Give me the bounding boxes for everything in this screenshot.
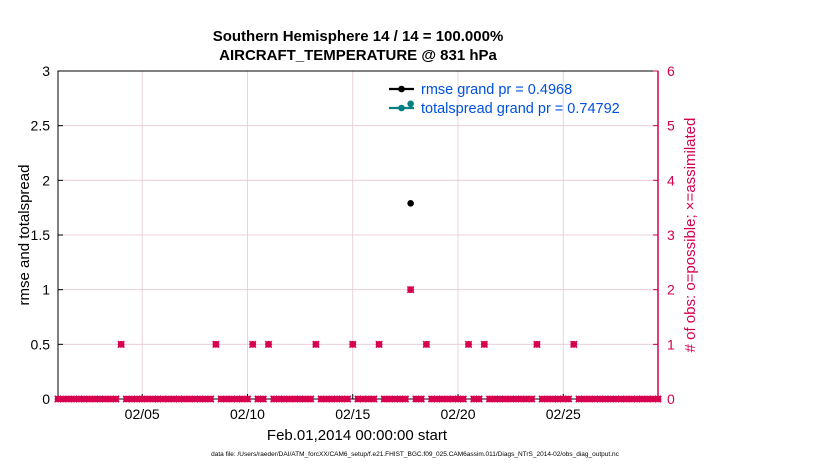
axes: 0 0.5 1 1.5 2 2.5 3 0 1 2 3 4 5 6 02/05 02/10 02/15 02/20… bbox=[31, 63, 675, 422]
y-tick-label: 2.5 bbox=[31, 118, 51, 134]
obs-assimilated-point bbox=[375, 340, 383, 349]
x-tick-label: 02/10 bbox=[230, 406, 265, 422]
y-right-tick-label: 6 bbox=[667, 63, 675, 79]
obs-assimilated-point bbox=[417, 395, 425, 403]
legend-label: totalspread grand pr = 0.74792 bbox=[421, 101, 620, 117]
obs-assimilated-point bbox=[533, 340, 541, 349]
legend-marker bbox=[398, 85, 405, 93]
x-axis-label: Feb.01,2014 00:00:00 start bbox=[267, 427, 448, 444]
y-tick-label: 3 bbox=[42, 63, 50, 79]
y-tick-label: 1 bbox=[42, 282, 50, 298]
legend-marker bbox=[398, 104, 405, 112]
legend-label: rmse grand pr = 0.4968 bbox=[421, 82, 572, 98]
y-axis-label: rmse and totalspread bbox=[16, 165, 33, 306]
data-marks bbox=[54, 100, 662, 403]
obs-assimilated-point bbox=[464, 340, 473, 349]
y-tick-label: 0 bbox=[42, 391, 50, 407]
obs-assimilated-point bbox=[475, 395, 483, 403]
x-tick-label: 02/20 bbox=[440, 406, 475, 422]
obs-assimilated-point bbox=[206, 395, 215, 403]
obs-assimilated-point bbox=[306, 395, 315, 403]
y-tick-label: 1.5 bbox=[31, 227, 51, 243]
obs-assimilated-point bbox=[480, 340, 489, 349]
grid bbox=[58, 70, 658, 400]
chart-title-line1: Southern Hemisphere 14 / 14 = 100.000% bbox=[212, 28, 504, 45]
legend: rmse grand pr = 0.4968 totalspread grand … bbox=[389, 82, 620, 117]
y-tick-label: 0.5 bbox=[31, 336, 51, 352]
obs-assimilated-point bbox=[459, 395, 468, 403]
obs-assimilated-point bbox=[312, 340, 320, 349]
series-point bbox=[407, 100, 414, 108]
y-right-tick-label: 3 bbox=[667, 227, 675, 243]
y-right-tick-label: 0 bbox=[667, 391, 675, 407]
obs-assimilated-point bbox=[570, 340, 578, 349]
obs-assimilated-point bbox=[370, 395, 378, 403]
obs-assimilated-point bbox=[343, 395, 352, 403]
obs-assimilated-point bbox=[243, 395, 252, 403]
obs-assimilated-point bbox=[422, 340, 431, 349]
chart-title-line2: AIRCRAFT_TEMPERATURE @ 831 hPa bbox=[219, 47, 497, 64]
obs-assimilated-point bbox=[527, 395, 536, 403]
obs-assimilated-point bbox=[406, 285, 415, 294]
obs-assimilated-point bbox=[654, 395, 662, 403]
data-file-footer: data file: /Users/raeder/DAI/ATM_forcXX/… bbox=[211, 451, 619, 458]
obs-assimilated-point bbox=[212, 340, 220, 349]
y-right-tick-label: 4 bbox=[667, 172, 675, 188]
obs-assimilated-point bbox=[264, 340, 273, 349]
y-axis-right-label: # of obs: o=possible; ×=assimilated bbox=[682, 118, 699, 353]
series-point bbox=[407, 199, 414, 207]
x-tick-label: 02/15 bbox=[335, 406, 370, 422]
obs-assimilated-point bbox=[259, 395, 268, 403]
obs-assimilated-point bbox=[248, 340, 257, 349]
y-right-tick-label: 5 bbox=[667, 118, 675, 134]
y-tick-label: 2 bbox=[42, 172, 50, 188]
obs-assimilated-point bbox=[564, 395, 573, 403]
obs-assimilated-point bbox=[348, 340, 357, 349]
obs-assimilated-point bbox=[117, 340, 125, 349]
y-right-tick-label: 2 bbox=[667, 282, 675, 298]
y-right-tick-label: 1 bbox=[667, 336, 675, 352]
x-tick-label: 02/05 bbox=[125, 406, 160, 422]
obs-assimilated-point bbox=[112, 395, 120, 403]
x-tick-label: 02/25 bbox=[546, 406, 581, 422]
obs-assimilated-point bbox=[401, 395, 410, 403]
